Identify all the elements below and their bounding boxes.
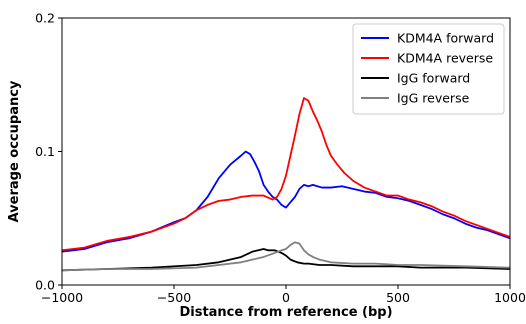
x-tick-label: 500 — [386, 290, 410, 305]
y-tick-label: 0.1 — [35, 144, 55, 159]
legend-box — [352, 23, 505, 115]
series-line-kdm4a-forward — [61, 150, 511, 253]
series-line-igg-reverse — [61, 241, 511, 272]
y-tick-label: 0.0 — [35, 278, 55, 293]
y-tick-label: 0.2 — [35, 11, 55, 26]
legend-label: IgG forward — [397, 71, 470, 86]
x-tick-label: 1000 — [494, 290, 526, 305]
legend-label: KDM4A reverse — [397, 51, 493, 66]
legend-label: IgG reverse — [397, 91, 470, 106]
x-axis-title: Distance from reference (bp) — [179, 305, 392, 320]
x-tick-label: −1000 — [41, 290, 83, 305]
y-axis: 0.0 0.1 0.2 — [35, 11, 62, 293]
y-axis-title: Average occupancy — [7, 80, 22, 222]
x-tick-label: 0 — [282, 290, 290, 305]
series-layer — [61, 97, 511, 272]
series-line-kdm4a-reverse — [61, 97, 511, 252]
x-axis: −1000 −500 0 500 1000 — [41, 285, 526, 305]
legend: KDM4A forward KDM4A reverse IgG forward IgG… — [352, 23, 505, 115]
x-tick-label: −500 — [157, 290, 191, 305]
legend-label: KDM4A forward — [397, 31, 494, 46]
series-line-igg-forward — [61, 248, 511, 272]
